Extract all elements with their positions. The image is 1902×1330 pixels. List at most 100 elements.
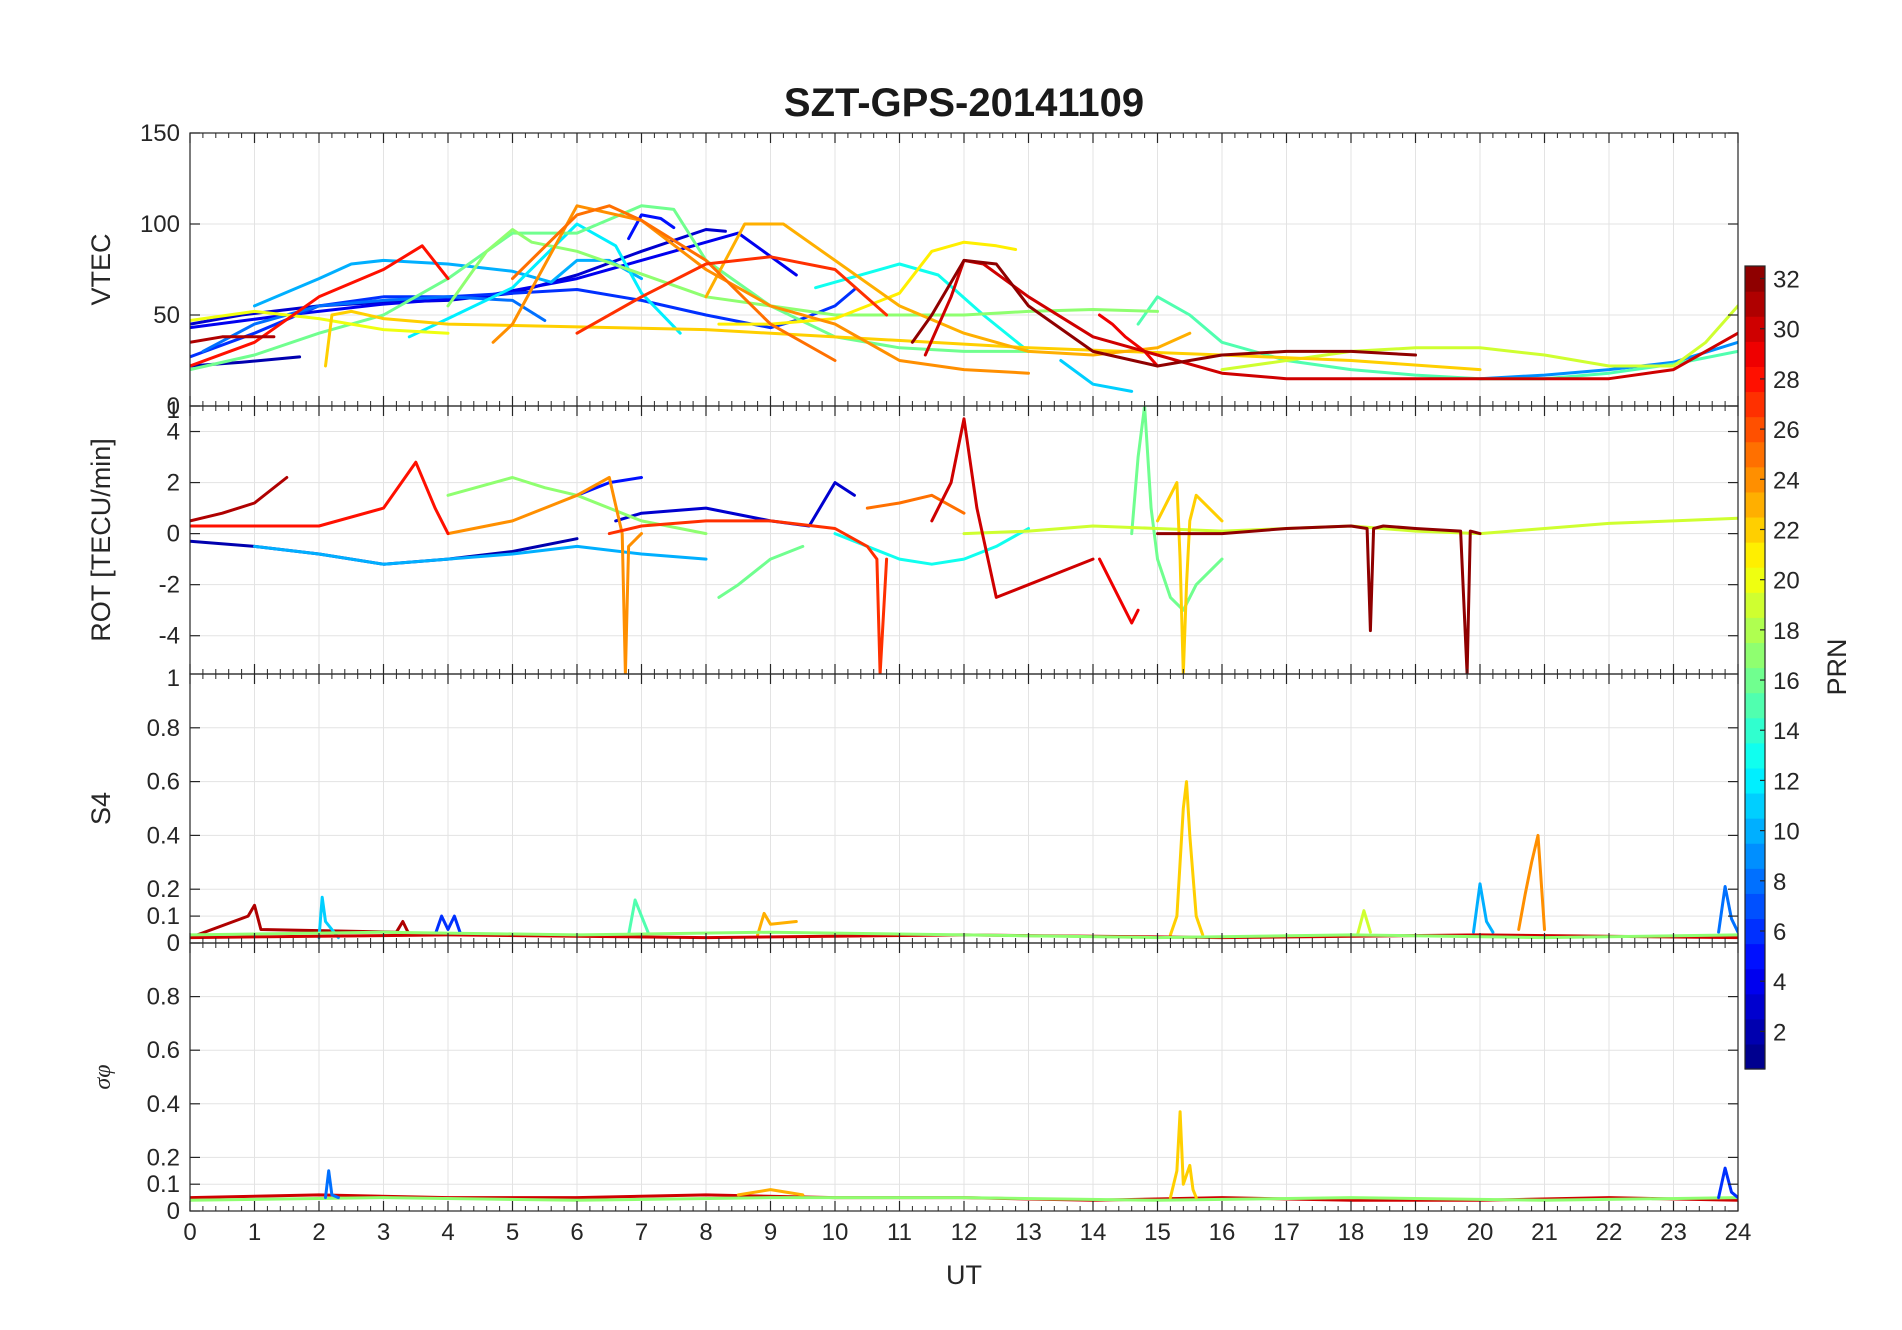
s4-ytick-label: 0.4 xyxy=(147,822,180,849)
s4-trace-prn-24 xyxy=(1517,833,1546,931)
colorbar-swatch xyxy=(1745,692,1765,719)
rot-trace-prn-24 xyxy=(446,476,643,674)
vtec-trace-prn-10 xyxy=(253,258,643,308)
x-axis-label: UT xyxy=(946,1260,982,1290)
colorbar-swatch xyxy=(1745,792,1765,819)
sigma-phi-ytick-label: 0.6 xyxy=(147,1037,180,1064)
rot-trace-prn-22 xyxy=(1156,481,1224,674)
vtec-ytick-label: 50 xyxy=(153,302,180,329)
vtec-ytick-label: 100 xyxy=(140,211,180,238)
colorbar-swatch xyxy=(1745,868,1765,894)
s4-trace-prn-22 xyxy=(1168,780,1205,937)
sigma-phi-ytick-label: 0 xyxy=(167,1198,180,1225)
s4-ytick-label: 0.8 xyxy=(147,715,180,742)
vtec-trace-prn-15 xyxy=(1136,295,1738,381)
x-tick-label: 8 xyxy=(699,1219,712,1246)
colorbar-swatch xyxy=(1745,968,1765,995)
panel-rot: -4 -2 0 2 4 ROT [TECU/min] 1 xyxy=(86,397,1739,675)
rot-trace-prn-29 xyxy=(1098,557,1140,625)
colorbar-label: PRN xyxy=(1822,638,1852,695)
rot-trace-prn-25 xyxy=(865,493,966,515)
s4-trace-prn-19 xyxy=(1356,909,1372,937)
vtec-trace-prn-12 xyxy=(407,222,682,339)
colorbar-swatch xyxy=(1745,818,1765,844)
rot-edge-tick: 1 xyxy=(167,397,180,424)
vtec-trace-prn-5 xyxy=(627,213,676,241)
colorbar-tick-label: 2 xyxy=(1773,1019,1786,1046)
s4-trace-prn-15 xyxy=(627,898,650,937)
rot-ytick-label: -2 xyxy=(159,572,180,599)
vtec-trace-prn-11 xyxy=(1059,359,1134,393)
x-axis-ticks: 0 1 2 3 4 5 6 7 8 9 10 11 12 13 14 15 16 17 18 19 20 21 22 23 24 xyxy=(183,1219,1751,1246)
rot-trace-prn-32 xyxy=(1156,524,1482,674)
x-tick-label: 23 xyxy=(1660,1219,1687,1246)
sigma-phi-trace-prn-6 xyxy=(1717,1166,1738,1200)
rot-ytick-label: 0 xyxy=(167,521,180,548)
s4-ylabel: S4 xyxy=(86,792,116,825)
s4-ytick-label: 0.1 xyxy=(147,903,180,930)
rot-ytick-label: 2 xyxy=(167,470,180,497)
s4-trace-prn-10 xyxy=(1472,882,1495,934)
vtec-trace-prn-8 xyxy=(201,295,547,353)
sigma-phi-trace-prn-23 xyxy=(736,1188,805,1197)
vtec-trace-prn-22 xyxy=(324,309,1482,372)
colorbar-swatch xyxy=(1745,266,1765,292)
x-tick-label: 0 xyxy=(183,1219,196,1246)
vtec-trace-prn-16 xyxy=(190,204,1030,372)
colorbar-swatch xyxy=(1745,291,1765,317)
panel-sigma-phi: 00.10.2 0.4 0.6 0.8 σφ xyxy=(90,942,1739,1225)
colorbar-swatch xyxy=(1745,466,1765,493)
panel-vtec: 0 50 100 150 VTEC xyxy=(86,120,1739,420)
s4-edge-tick: 1 xyxy=(167,665,180,692)
x-tick-label: 4 xyxy=(441,1219,454,1246)
colorbar-swatch xyxy=(1745,366,1765,393)
colorbar-tick-label: 4 xyxy=(1773,969,1786,996)
colorbar-swatch xyxy=(1745,943,1765,970)
x-tick-label: 18 xyxy=(1338,1219,1365,1246)
colorbar-swatch xyxy=(1745,767,1765,794)
x-tick-label: 12 xyxy=(951,1219,978,1246)
x-tick-label: 9 xyxy=(764,1219,777,1246)
s4-ytick-label: 0.6 xyxy=(147,769,180,796)
x-tick-label: 20 xyxy=(1467,1219,1494,1246)
rot-ytick-label: 4 xyxy=(167,419,180,446)
s4-trace-prn-23 xyxy=(756,911,798,937)
sigma-phi-ytick-label: 0.4 xyxy=(147,1091,180,1118)
x-tick-label: 19 xyxy=(1402,1219,1429,1246)
x-tick-label: 10 xyxy=(822,1219,849,1246)
colorbar-tick-label: 24 xyxy=(1773,467,1800,494)
vtec-ylabel: VTEC xyxy=(86,233,116,305)
s4-trace-prn-8 xyxy=(1717,885,1738,934)
colorbar-swatch xyxy=(1745,592,1765,618)
colorbar-swatch xyxy=(1745,893,1765,920)
colorbar-tick-label: 16 xyxy=(1773,668,1800,695)
rot-trace-prn-10 xyxy=(253,544,708,566)
rot-trace-prn-27 xyxy=(607,519,889,674)
colorbar-tick-label: 22 xyxy=(1773,517,1800,544)
colorbar-swatch xyxy=(1745,742,1765,769)
chart-title: SZT-GPS-20141109 xyxy=(784,81,1144,125)
x-tick-label: 16 xyxy=(1209,1219,1236,1246)
sigma-phi-ytick-label: 0.1 xyxy=(147,1171,180,1198)
colorbar-swatch xyxy=(1745,341,1765,367)
colorbar-tick-label: 26 xyxy=(1773,417,1800,444)
vtec-trace-prn-9 xyxy=(1478,340,1738,381)
colorbar-tick-label: 14 xyxy=(1773,718,1800,745)
colorbar-tick-label: 8 xyxy=(1773,869,1786,896)
x-tick-label: 1 xyxy=(248,1219,261,1246)
vtec-trace-prn-32 xyxy=(910,258,1417,368)
colorbar-tick-label: 12 xyxy=(1773,768,1800,795)
x-tick-label: 15 xyxy=(1144,1219,1171,1246)
sigma-phi-ytick-label: 0.8 xyxy=(147,984,180,1011)
colorbar-swatch xyxy=(1745,516,1765,543)
colorbar-tick-label: 6 xyxy=(1773,919,1786,946)
vtec-ytick-label: 0 xyxy=(167,393,180,420)
colorbar-swatch xyxy=(1745,491,1765,518)
colorbar-swatch xyxy=(1745,391,1765,418)
x-tick-label: 3 xyxy=(377,1219,390,1246)
x-tick-label: 6 xyxy=(570,1219,583,1246)
x-tick-label: 5 xyxy=(506,1219,519,1246)
colorbar-frame xyxy=(1744,265,1766,1070)
